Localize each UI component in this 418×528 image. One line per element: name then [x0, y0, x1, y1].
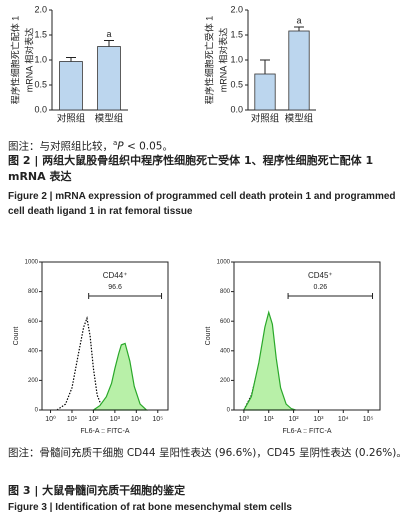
- gate: [287, 293, 374, 299]
- gate: [88, 293, 163, 299]
- x-tick-label: 10⁴: [131, 416, 142, 423]
- x-tick-label: 10³: [313, 416, 324, 423]
- significance-mark: a: [296, 15, 301, 25]
- y-tick-label: 0: [227, 408, 231, 414]
- y-tick-label: 400: [28, 348, 39, 354]
- y-axis-label: Count: [205, 327, 212, 346]
- bar: [59, 61, 83, 111]
- error-bar: [294, 26, 304, 31]
- y-axis-label: mRNA 相对表达: [23, 28, 34, 93]
- histogram-curve: [242, 310, 296, 411]
- bar: [254, 73, 276, 111]
- figure-title: 图 2 | 两组大鼠股骨组织中程序性细胞死亡受体 1、程序性细胞死亡配体 1 m…: [8, 154, 374, 183]
- significance-mark: a: [106, 29, 111, 39]
- bar: [97, 46, 121, 111]
- x-tick-label: 模型组: [95, 113, 124, 125]
- x-tick-label: 模型组: [285, 113, 314, 125]
- y-tick-label: 800: [220, 289, 231, 295]
- y-tick-label: 0.5: [34, 79, 47, 89]
- error-bar: [66, 57, 76, 62]
- y-tick-label: 2.0: [34, 4, 47, 14]
- gate-label: CD44⁺: [103, 271, 128, 280]
- error-bar: [260, 59, 270, 74]
- error-bar: [104, 40, 114, 47]
- y-axis-label: mRNA 相对表达: [217, 28, 228, 93]
- gate-value: 96.6: [108, 284, 122, 291]
- y-tick-label: 0.0: [34, 104, 47, 114]
- gate-label: CD45⁺: [308, 271, 333, 280]
- x-axis-label: FL6-A :: FITC-A: [80, 428, 129, 435]
- histogram-curve: [91, 342, 149, 411]
- y-tick-label: 400: [220, 348, 231, 354]
- x-tick-label: 10¹: [264, 416, 275, 423]
- histogram-curve: [56, 315, 107, 411]
- x-tick-label: 10⁰: [239, 415, 250, 423]
- x-tick-label: 10⁴: [338, 416, 349, 423]
- y-tick-label: 1.0: [230, 54, 243, 64]
- y-axis-label: Count: [13, 327, 20, 346]
- note-text: < 0.05。: [123, 140, 173, 153]
- note-p: P: [117, 140, 124, 153]
- y-tick-label: 1.5: [34, 29, 47, 39]
- x-tick-label: 10²: [88, 416, 99, 423]
- figure-note: 图注：骨髓间充质干细胞 CD44 呈阳性表达 (96.6%)，CD45 呈阴性表…: [8, 447, 407, 459]
- x-tick-label: 10²: [289, 416, 300, 423]
- x-tick-label: 10⁰: [45, 415, 56, 423]
- y-tick-label: 0: [35, 408, 39, 414]
- y-tick-label: 1.0: [34, 54, 47, 64]
- x-tick-label: 对照组: [57, 113, 86, 125]
- figure-title-en: Figure 2 | mRNA expression of programmed…: [8, 191, 396, 217]
- y-tick-label: 200: [220, 378, 231, 384]
- y-tick-label: 600: [220, 319, 231, 325]
- x-tick-label: 10³: [110, 416, 121, 423]
- gate-value: 0.26: [313, 284, 327, 291]
- y-axis-label: 程序性细胞死亡配体 1: [9, 16, 20, 105]
- y-tick-label: 1000: [25, 260, 39, 266]
- y-tick-label: 200: [28, 378, 39, 384]
- y-tick-label: 2.0: [230, 4, 243, 14]
- figure-title: 图 3 | 大鼠骨髓间充质干细胞的鉴定: [8, 484, 186, 497]
- y-tick-label: 1000: [217, 260, 231, 266]
- x-tick-label: 对照组: [251, 113, 280, 125]
- note-text: 图注：与对照组比较，: [8, 140, 113, 153]
- y-tick-label: 1.5: [230, 29, 243, 39]
- plot-frame: [41, 261, 169, 411]
- note-sup: a: [113, 139, 118, 147]
- y-tick-label: 0.5: [230, 79, 243, 89]
- y-tick-label: 800: [28, 289, 39, 295]
- plot-frame: [233, 261, 381, 411]
- x-axis-label: FL6-A :: FITC-A: [282, 428, 331, 435]
- x-tick-label: 10¹: [67, 416, 78, 423]
- x-tick-label: 10⁵: [363, 416, 374, 423]
- y-axis-label: 程序性细胞死亡受体 1: [203, 16, 214, 105]
- bar: [288, 30, 310, 111]
- y-tick-label: 600: [28, 319, 39, 325]
- x-tick-label: 10⁵: [152, 416, 163, 423]
- figure-title-en: Figure 3 | Identification of rat bone me…: [8, 502, 292, 513]
- y-tick-label: 0.0: [230, 104, 243, 114]
- figure-note: 图注：与对照组比较，aP < 0.05。: [8, 136, 412, 155]
